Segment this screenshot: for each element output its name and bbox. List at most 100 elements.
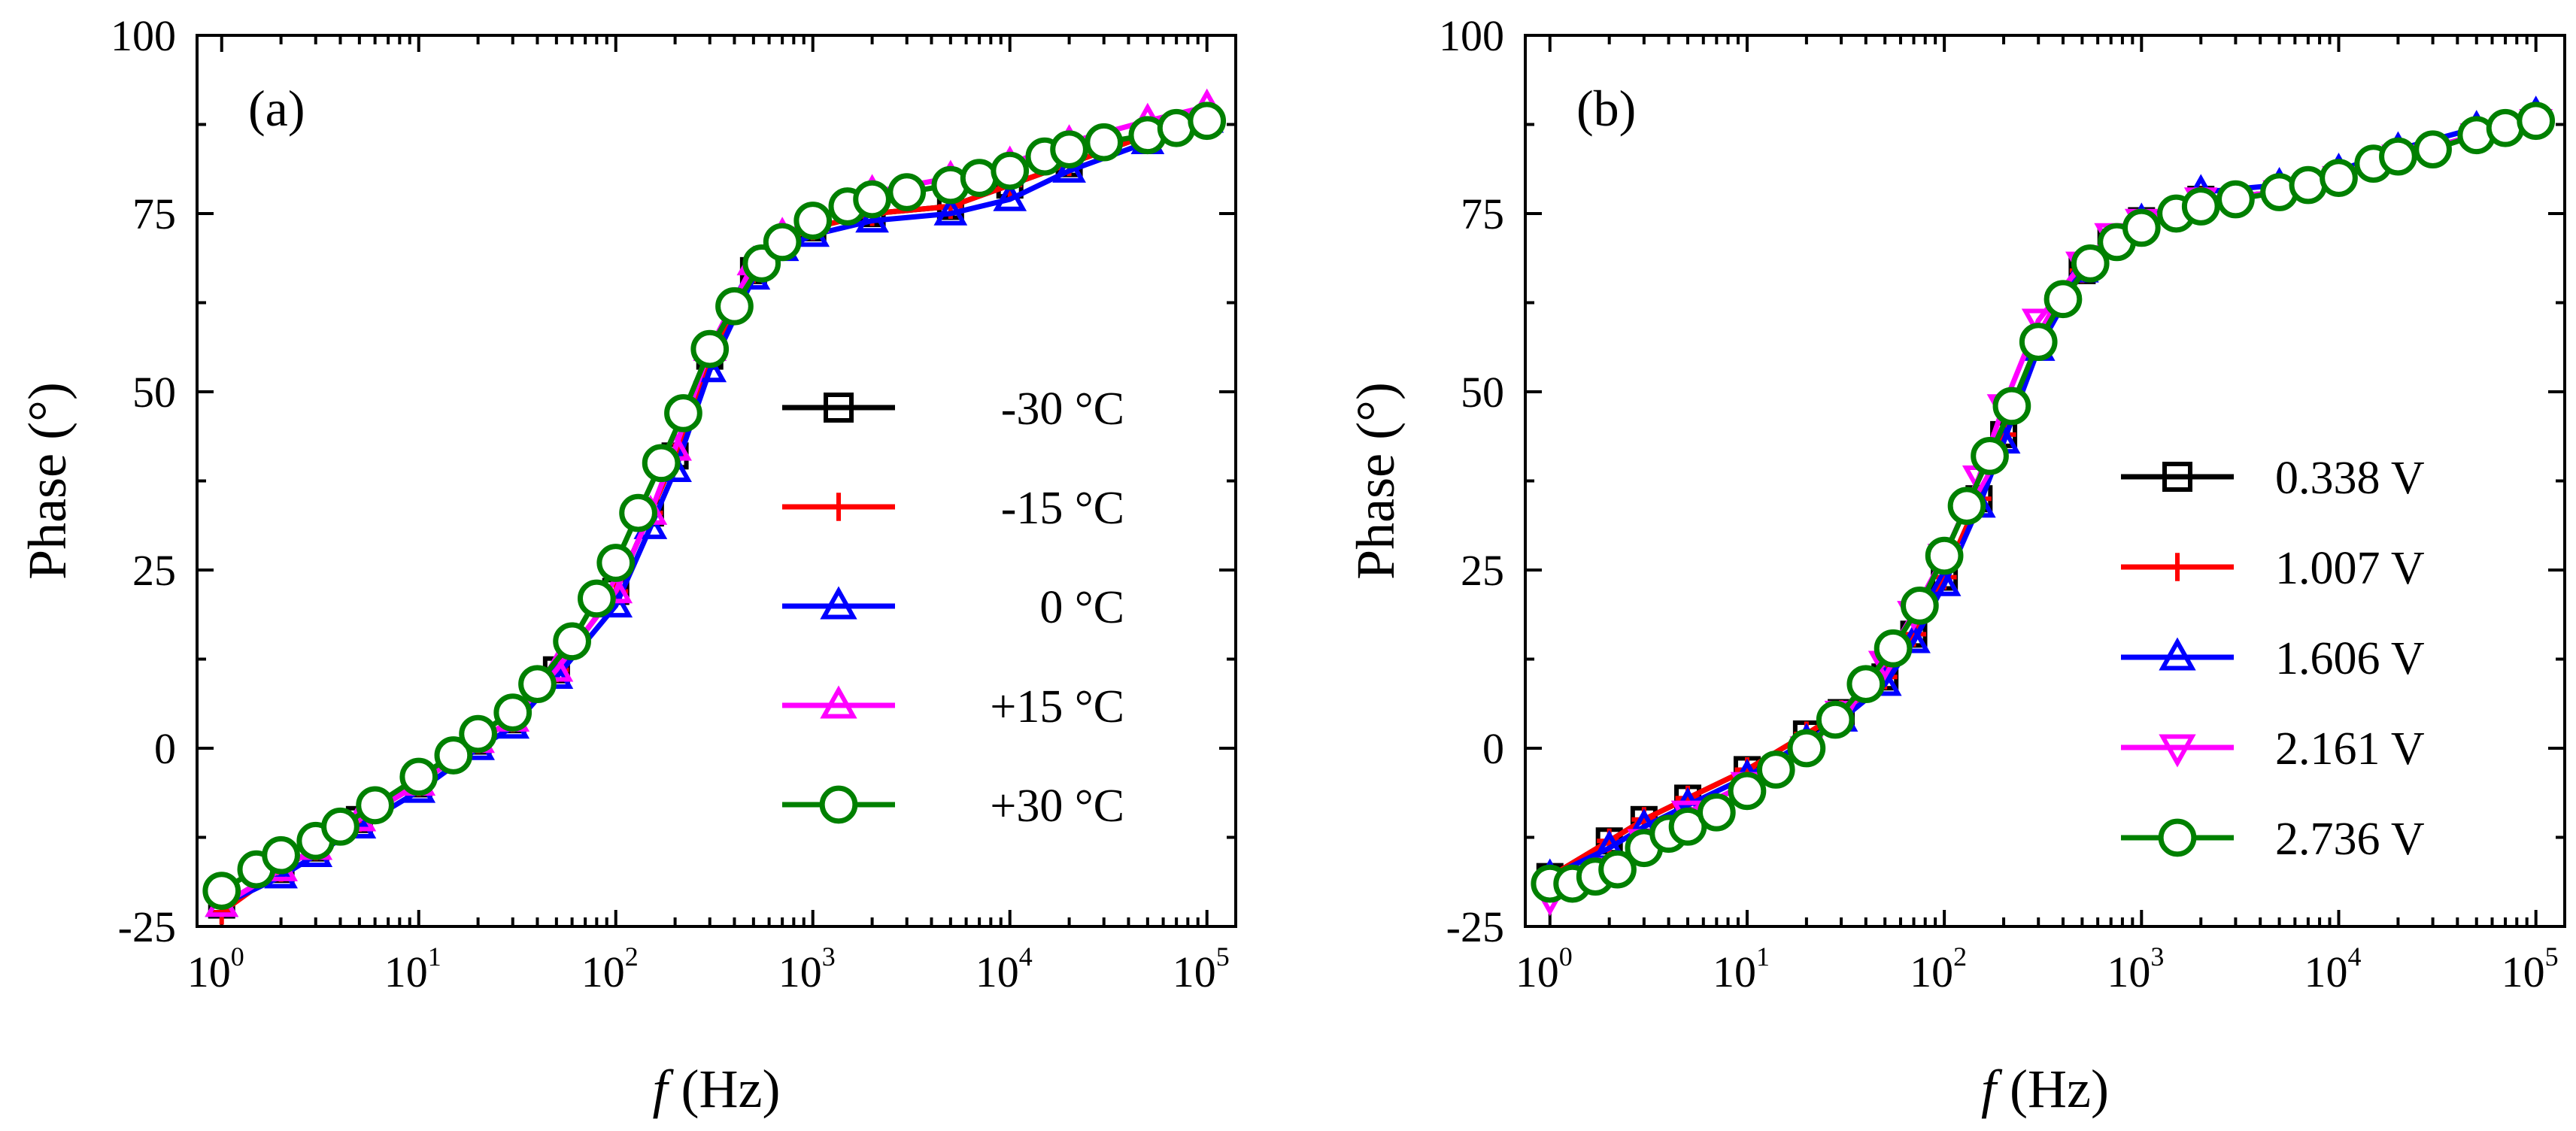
x-tick-label: 104 <box>2304 941 2362 996</box>
x-tick-label: 100 <box>1516 941 1573 996</box>
legend-item: 2.736 V <box>2121 814 2425 865</box>
data-point <box>619 493 657 532</box>
x-tick-base: 10 <box>778 948 822 996</box>
legend-item: +30 °C <box>782 781 1124 832</box>
data-point <box>2414 130 2452 169</box>
data-point <box>887 173 927 211</box>
legend-marker <box>2158 818 2197 857</box>
data-point <box>1188 102 1227 141</box>
x-axis-title: f (Hz) <box>1981 1059 2109 1119</box>
data-point <box>459 714 497 753</box>
data-point <box>1050 130 1088 169</box>
legend: -30 °C -15 °C 0 °C +15 °C +30 °C <box>782 384 1124 832</box>
x-tick-base: 10 <box>2107 948 2150 996</box>
data-point <box>2289 165 2328 205</box>
y-axis-title: Phase (°) <box>17 382 77 580</box>
data-point <box>1052 152 1086 183</box>
data-point <box>1901 587 1939 625</box>
x-tick-base: 10 <box>187 948 231 996</box>
data-point <box>577 579 616 618</box>
x-tick-exponent: 5 <box>1216 941 1230 972</box>
legend-item: -15 °C <box>782 483 1124 534</box>
legend-label: -30 °C <box>1001 384 1124 435</box>
x-tick-base: 10 <box>384 948 428 996</box>
x-axis-title-symbol: f <box>653 1059 675 1119</box>
y-tick-label: 25 <box>132 546 176 595</box>
data-point <box>2320 159 2358 197</box>
legend-marker <box>824 493 853 521</box>
data-point <box>960 159 999 197</box>
data-point <box>553 622 591 661</box>
data-point <box>2021 308 2056 339</box>
data-point <box>1846 665 1886 704</box>
x-tick-exponent: 4 <box>1019 941 1033 972</box>
data-point <box>1971 436 2009 475</box>
x-axis-title: f (Hz) <box>653 1059 781 1119</box>
x-tick-exponent: 2 <box>625 941 639 972</box>
x-tick-exponent: 1 <box>1756 941 1770 972</box>
data-point <box>1697 793 1736 832</box>
x-tick-exponent: 0 <box>231 941 244 972</box>
data-point <box>321 807 360 846</box>
x-tick-exponent: 3 <box>2150 941 2164 972</box>
data-point <box>2379 137 2417 176</box>
data-point <box>1992 387 2031 426</box>
data-point <box>1816 700 1855 739</box>
legend-item: +15 °C <box>782 681 1124 732</box>
legend-item: 1.606 V <box>2121 633 2425 684</box>
data-point <box>1787 729 1826 768</box>
x-tick-label: 102 <box>581 941 639 996</box>
legend-item: 0.338 V <box>2121 453 2425 504</box>
y-tick-label: 50 <box>132 368 176 417</box>
series-line <box>1549 118 2537 901</box>
data-point <box>2044 280 2083 319</box>
x-tick-exponent: 2 <box>1953 941 1967 972</box>
data-point <box>1728 772 1767 811</box>
legend-label: 0.338 V <box>2275 453 2425 504</box>
x-tick-exponent: 3 <box>822 941 836 972</box>
legend-label: 2.736 V <box>2275 814 2425 865</box>
y-tick-label: 100 <box>111 11 176 60</box>
data-point <box>855 202 889 233</box>
data-point <box>1756 750 1795 789</box>
x-axis-title-unit: (Hz) <box>681 1059 781 1119</box>
data-point <box>991 151 1030 190</box>
y-tick-label: 75 <box>132 190 176 238</box>
y-tick-label: 50 <box>1461 368 1504 417</box>
y-tick-label: 25 <box>1461 546 1504 595</box>
panel-label: (a) <box>248 80 305 137</box>
data-point <box>1925 536 1964 575</box>
series-4 <box>202 102 1227 910</box>
data-point <box>1927 566 1962 596</box>
data-point <box>399 757 438 796</box>
x-tick-exponent: 0 <box>1559 941 1573 972</box>
x-tick-exponent: 5 <box>2545 941 2559 972</box>
x-tick-base: 10 <box>1713 948 1756 996</box>
y-axis-title: Phase (°) <box>1346 382 1406 580</box>
y-tick-label: -25 <box>118 902 176 951</box>
legend-marker <box>2163 553 2192 581</box>
x-tick-label: 103 <box>2107 941 2164 996</box>
y-tick-label: -25 <box>1446 902 1504 951</box>
data-point <box>715 287 754 326</box>
data-point <box>2517 102 2556 141</box>
x-tick-base: 10 <box>1910 948 1953 996</box>
x-tick-label: 103 <box>778 941 836 996</box>
y-tick-label: 0 <box>1482 724 1504 773</box>
x-tick-label: 104 <box>975 941 1033 996</box>
legend-marker <box>2159 734 2196 768</box>
x-tick-base: 10 <box>2502 948 2545 996</box>
data-point <box>933 195 968 226</box>
data-point <box>596 544 636 582</box>
x-tick-label: 102 <box>1910 941 1967 996</box>
data-point <box>2019 323 2058 361</box>
series-4 <box>1531 102 2556 903</box>
data-point <box>2216 180 2255 219</box>
data-point <box>642 444 681 483</box>
y-tick-label: 100 <box>1439 11 1504 60</box>
data-point <box>2486 108 2525 147</box>
data-point <box>202 872 241 910</box>
x-axis-title-symbol: f <box>1981 1059 2003 1119</box>
